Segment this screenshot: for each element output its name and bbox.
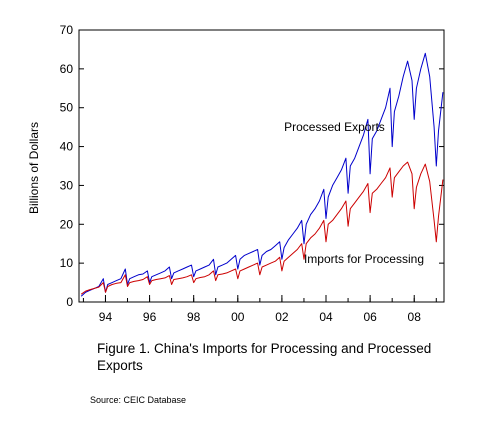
plot-border — [78, 29, 445, 303]
y-tick-label: 70 — [60, 23, 74, 37]
y-tick-label: 0 — [66, 295, 73, 309]
x-tick-label: 94 — [99, 310, 113, 324]
source-note: Source: CEIC Database — [90, 395, 187, 405]
caption-line-1: Figure 1. China's Imports for Processing… — [97, 341, 432, 356]
chart: 0 10 20 30 40 50 60 70 94 96 98 00 02 04 06 08 Process… — [27, 23, 445, 324]
y-tick-label: 10 — [60, 256, 74, 270]
y-tick-label: 20 — [60, 217, 74, 231]
x-tick-label: 04 — [319, 310, 333, 324]
y-tick-label: 40 — [60, 140, 74, 154]
series-annotation-2: Imports for Processing — [304, 252, 424, 266]
x-tick-label: 08 — [408, 310, 422, 324]
x-tick-label: 02 — [275, 310, 289, 324]
x-tick-label: 96 — [143, 310, 157, 324]
series-line-processed-exports — [80, 52, 444, 297]
y-tick-label: 60 — [60, 62, 74, 76]
y-axis: 0 10 20 30 40 50 60 70 — [60, 23, 444, 309]
x-tick-label: 06 — [363, 310, 377, 324]
figure-caption: Figure 1. China's Imports for Processing… — [97, 340, 477, 374]
x-tick-label: 00 — [231, 310, 245, 324]
x-axis: 94 96 98 00 02 04 06 08 — [82, 295, 437, 324]
y-axis-label: Billions of Dollars — [27, 122, 41, 214]
series-layer — [80, 52, 444, 297]
x-tick-label: 98 — [187, 310, 201, 324]
y-tick-label: 50 — [60, 101, 74, 115]
caption-line-2: Exports — [97, 358, 143, 373]
y-tick-label: 30 — [60, 178, 74, 192]
series-annotation-1: Processed Exports — [284, 120, 385, 134]
series-line-imports-for-processing — [80, 161, 444, 295]
plot-frame — [78, 29, 445, 303]
annotation-layer: Processed Exports Imports for Processing — [284, 120, 424, 266]
